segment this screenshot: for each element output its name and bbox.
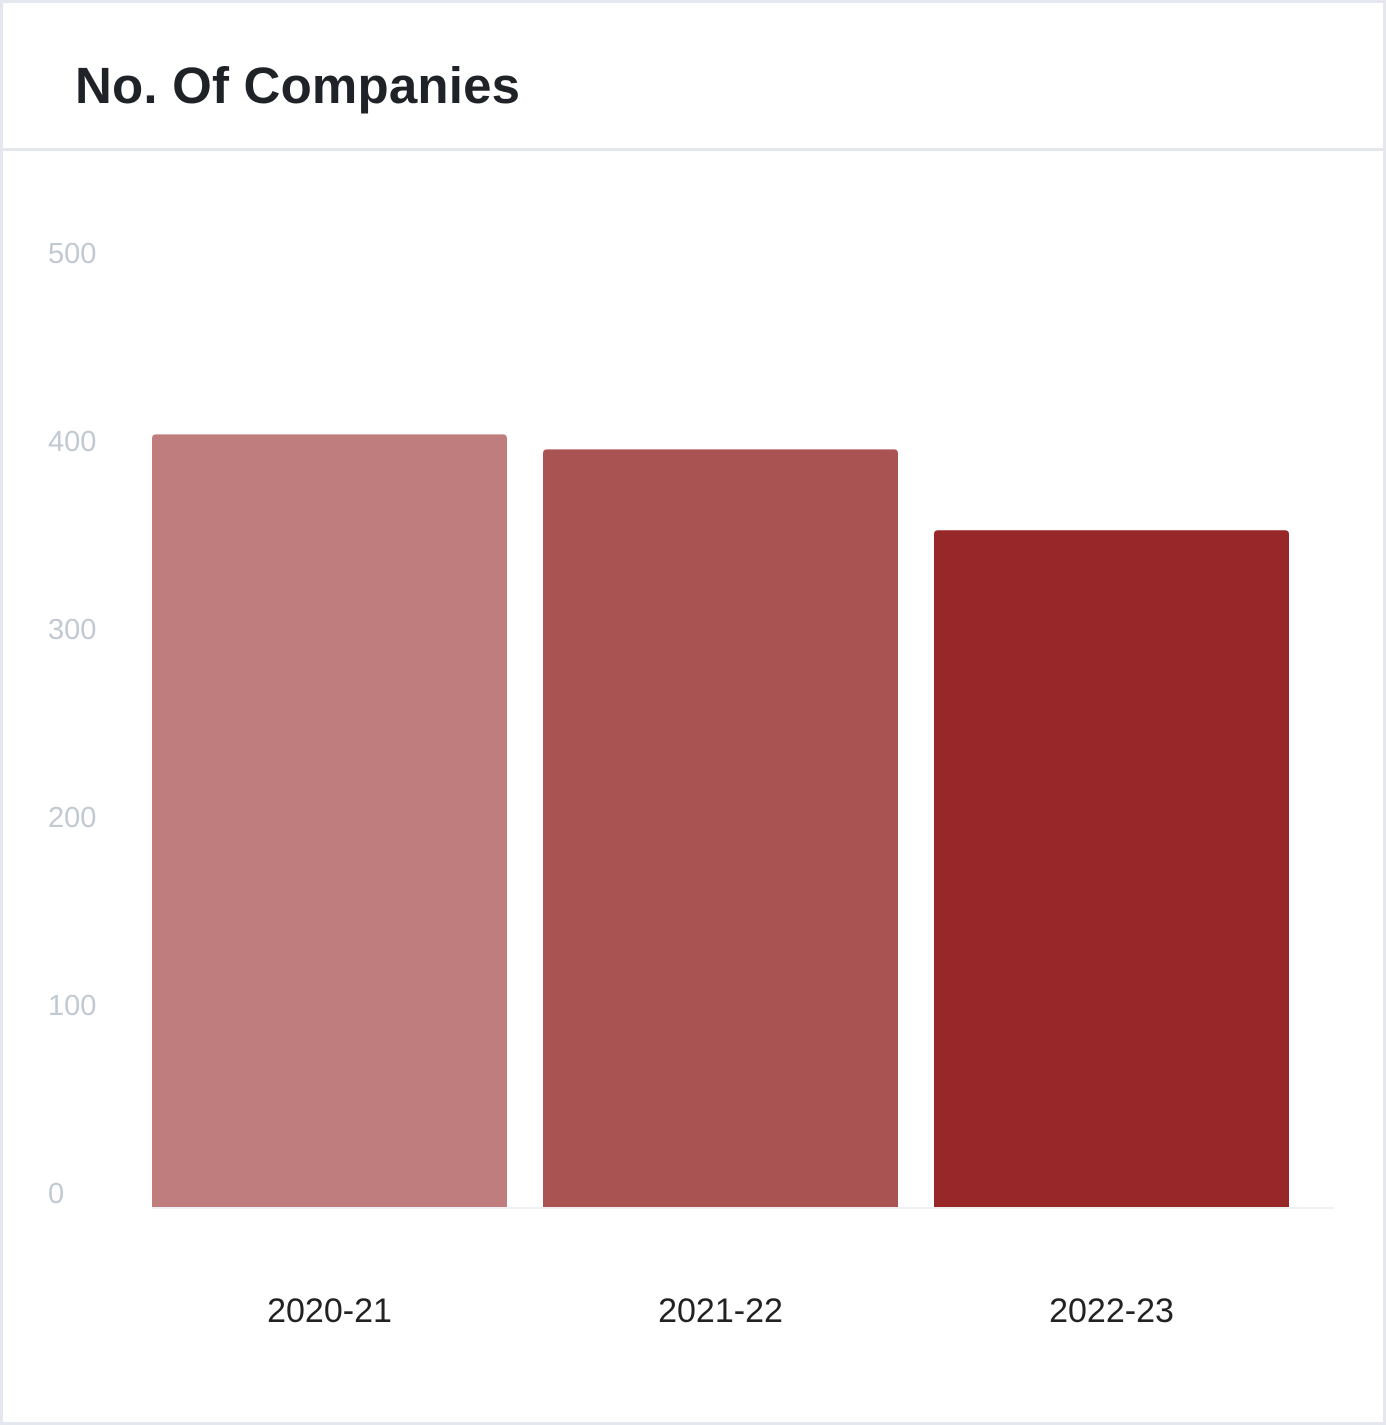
bars <box>152 434 1289 1207</box>
bar-2022-23[interactable] <box>934 530 1289 1207</box>
x-category-label: 2022-23 <box>1049 1292 1174 1330</box>
y-tick-label: 0 <box>48 1178 64 1210</box>
x-axis-labels: 2020-21 2021-22 2022-23 <box>267 1292 1174 1330</box>
chart-title: No. Of Companies <box>75 57 521 114</box>
y-tick-label: 300 <box>48 614 96 646</box>
bar-2021-22[interactable] <box>543 449 898 1207</box>
y-axis-ticks: 0 100 200 300 400 500 <box>48 238 96 1210</box>
x-category-label: 2020-21 <box>267 1292 392 1330</box>
bar-2020-21[interactable] <box>152 434 507 1207</box>
x-category-label: 2021-22 <box>658 1292 783 1330</box>
card-header: No. Of Companies <box>3 3 1383 151</box>
y-tick-label: 500 <box>48 238 96 270</box>
y-tick-label: 200 <box>48 802 96 834</box>
y-tick-label: 100 <box>48 990 96 1022</box>
y-tick-label: 400 <box>48 426 96 458</box>
